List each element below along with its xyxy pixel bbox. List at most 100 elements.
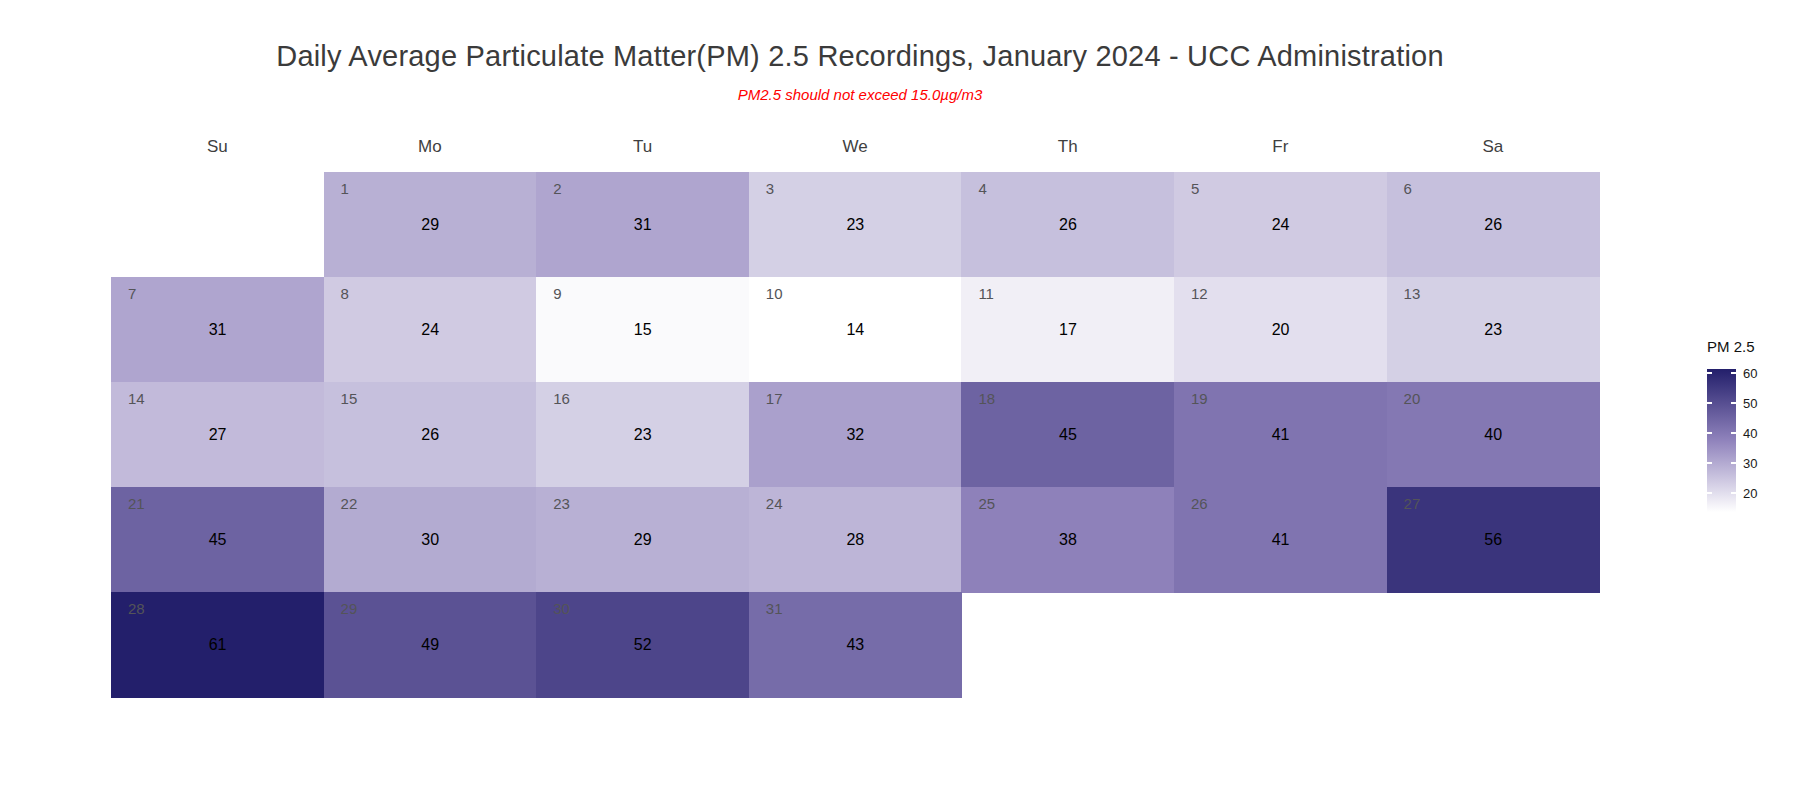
calendar-day-cell: 11 17: [961, 277, 1174, 383]
pm-value-label: 23: [536, 426, 749, 444]
pm-value-label: 31: [111, 321, 324, 339]
legend-title: PM 2.5: [1707, 338, 1797, 355]
legend-tick-label: 30: [1743, 455, 1783, 470]
day-number-label: 16: [553, 390, 570, 407]
pm-value-label: 56: [1387, 531, 1600, 549]
legend-tick-mark: [1731, 372, 1736, 374]
calendar-day-cell: 13 23: [1387, 277, 1600, 383]
day-number-label: 31: [766, 600, 783, 617]
legend-colorbar: [1707, 369, 1736, 512]
calendar-day-cell: 3052: [536, 592, 749, 698]
day-number-label: 29: [341, 600, 358, 617]
day-number-label: 6: [1404, 180, 1412, 197]
legend-tick-mark: [1707, 372, 1712, 374]
day-number-label: 17: [766, 390, 783, 407]
chart-subtitle: PM2.5 should not exceed 15.0µg/m3: [110, 86, 1610, 103]
day-number-label: 13: [1404, 285, 1421, 302]
calendar-day-cell: 2641: [1174, 487, 1387, 593]
legend-tick-mark: [1707, 432, 1712, 434]
pm-value-label: 17: [961, 321, 1174, 339]
weekday-label-fr: Fr: [1174, 137, 1387, 157]
pm-value-label: 43: [749, 636, 962, 654]
pm-value-label: 29: [536, 531, 749, 549]
pm-value-label: 20: [1174, 321, 1387, 339]
pm-value-label: 32: [749, 426, 962, 444]
day-number-label: 20: [1404, 390, 1421, 407]
day-number-label: 5: [1191, 180, 1199, 197]
day-number-label: 14: [128, 390, 145, 407]
pm-value-label: 26: [324, 426, 537, 444]
pm-value-label: 24: [1174, 216, 1387, 234]
calendar-day-cell: 7 31: [111, 277, 324, 383]
calendar-day-cell: 1732: [749, 382, 962, 488]
weekday-label-tu: Tu: [536, 137, 749, 157]
day-number-label: 3: [766, 180, 774, 197]
legend-tick-mark: [1707, 462, 1712, 464]
day-number-label: 15: [341, 390, 358, 407]
day-number-label: 26: [1191, 495, 1208, 512]
day-number-label: 18: [978, 390, 995, 407]
pm-value-label: 49: [324, 636, 537, 654]
legend-tick-label: 50: [1743, 396, 1783, 411]
weekday-label-we: We: [749, 137, 962, 157]
day-number-label: 7: [128, 285, 136, 302]
legend-tick-mark: [1731, 492, 1736, 494]
pm-value-label: 23: [749, 216, 962, 234]
calendar-day-cell: 14 27: [111, 382, 324, 488]
legend-tick-label: 60: [1743, 366, 1783, 381]
pm-value-label: 23: [1387, 321, 1600, 339]
pm-value-label: 27: [111, 426, 324, 444]
calendar-heatmap-figure: Daily Average Particulate Matter(PM) 2.5…: [0, 0, 1797, 791]
day-number-label: 28: [128, 600, 145, 617]
calendar-day-cell: 6 26: [1387, 172, 1600, 278]
weekday-label-sa: Sa: [1387, 137, 1600, 157]
day-number-label: 8: [341, 285, 349, 302]
calendar-day-cell: 2230: [324, 487, 537, 593]
legend-tick-mark: [1731, 402, 1736, 404]
pm-value-label: 45: [111, 531, 324, 549]
weekday-label-mo: Mo: [324, 137, 537, 157]
legend-tick-mark: [1707, 402, 1712, 404]
day-number-label: 25: [978, 495, 995, 512]
pm-value-label: 45: [961, 426, 1174, 444]
calendar-day-cell: 12 20: [1174, 277, 1387, 383]
pm-value-label: 26: [961, 216, 1174, 234]
day-number-label: 10: [766, 285, 783, 302]
day-number-label: 1: [341, 180, 349, 197]
calendar-day-cell: 2329: [536, 487, 749, 593]
day-number-label: 2: [553, 180, 561, 197]
pm-value-label: 52: [536, 636, 749, 654]
pm-value-label: 29: [324, 216, 537, 234]
calendar-day-cell: 2 31: [536, 172, 749, 278]
calendar-day-cell: 1623: [536, 382, 749, 488]
pm-value-label: 31: [536, 216, 749, 234]
calendar-day-cell: 1526: [324, 382, 537, 488]
pm-value-label: 15: [536, 321, 749, 339]
pm-value-label: 41: [1174, 426, 1387, 444]
pm-value-label: 28: [749, 531, 962, 549]
day-number-label: 27: [1404, 495, 1421, 512]
calendar-day-cell: 1 29: [324, 172, 537, 278]
pm-value-label: 26: [1387, 216, 1600, 234]
pm-value-label: 24: [324, 321, 537, 339]
legend-tick-label: 20: [1743, 485, 1783, 500]
legend-tick-label: 40: [1743, 426, 1783, 441]
day-number-label: 9: [553, 285, 561, 302]
calendar-day-cell: 2040: [1387, 382, 1600, 488]
day-number-label: 21: [128, 495, 145, 512]
calendar-day-cell: 8 24: [324, 277, 537, 383]
calendar-day-cell: 5 24: [1174, 172, 1387, 278]
calendar-day-cell: 21 45: [111, 487, 324, 593]
legend-tick-mark: [1731, 462, 1736, 464]
calendar-day-cell: 29 49: [324, 592, 537, 698]
calendar-day-cell: 2428: [749, 487, 962, 593]
day-number-label: 22: [341, 495, 358, 512]
day-number-label: 12: [1191, 285, 1208, 302]
day-number-label: 4: [978, 180, 986, 197]
day-number-label: 19: [1191, 390, 1208, 407]
calendar-day-cell: 1845: [961, 382, 1174, 488]
day-number-label: 11: [978, 285, 994, 302]
calendar-day-cell: 9 15: [536, 277, 749, 383]
weekday-label-su: Su: [111, 137, 324, 157]
calendar-day-cell: 2861: [111, 592, 324, 698]
